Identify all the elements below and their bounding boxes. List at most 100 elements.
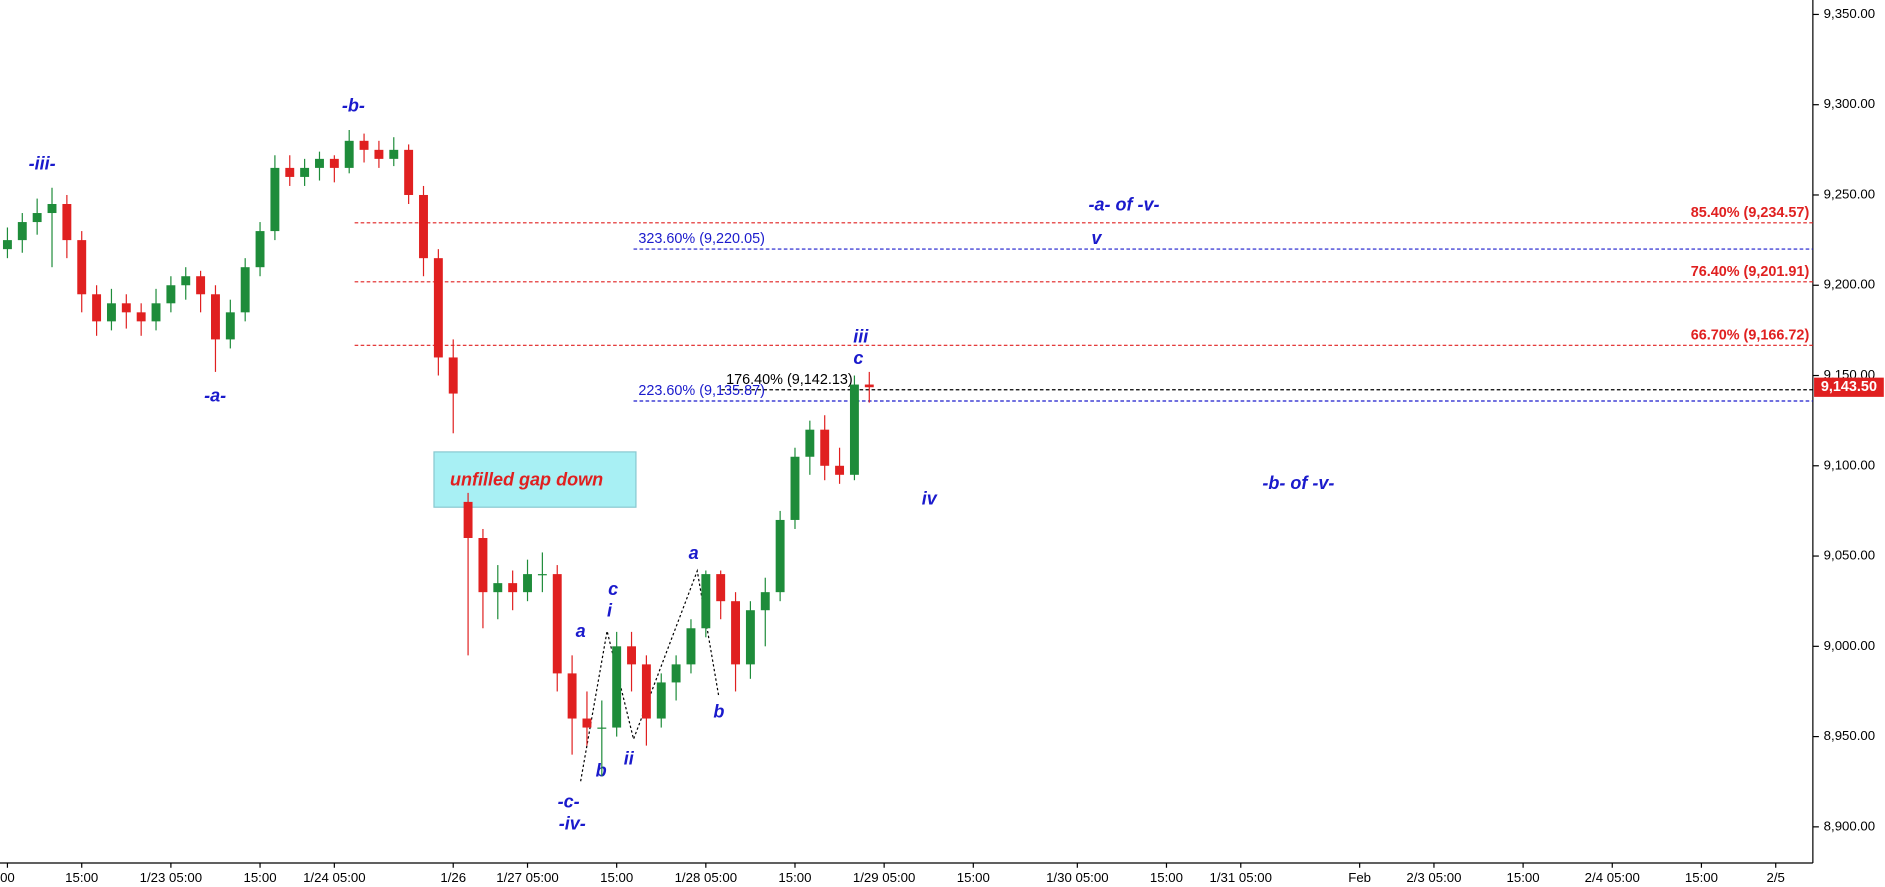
candle-body — [716, 574, 726, 602]
candle-body — [523, 574, 532, 593]
x-tick-label: 1/28 05:00 — [675, 870, 737, 885]
y-tick-label: 9,050.00 — [1824, 548, 1875, 563]
candle-body — [359, 140, 369, 150]
candle-body — [77, 240, 87, 295]
candle-body — [493, 583, 503, 593]
candle-body — [835, 465, 845, 475]
candle-body — [760, 592, 770, 611]
candle-body — [686, 628, 696, 665]
x-tick-label: 00 — [0, 870, 15, 885]
candle-body — [404, 149, 414, 195]
candle-body — [270, 167, 280, 232]
level-label: 85.40% (9,234.57) — [1691, 205, 1810, 221]
candle-body — [864, 384, 874, 388]
candle-body — [671, 664, 681, 683]
level-label: 323.60% (9,220.05) — [638, 231, 765, 247]
candle-body — [92, 294, 102, 322]
x-tick-label: 1/30 05:00 — [1046, 870, 1108, 885]
candle-body — [849, 384, 859, 475]
candle-body — [151, 303, 161, 322]
candle-body — [255, 231, 265, 268]
x-tick-label: 1/26 — [440, 870, 466, 885]
x-tick-label: 15:00 — [1507, 870, 1540, 885]
x-tick-label: 1/27 05:00 — [496, 870, 558, 885]
y-tick-label: 9,100.00 — [1824, 457, 1875, 472]
candle-body — [433, 258, 443, 358]
wave-label: iii — [853, 326, 869, 346]
candle-body — [463, 501, 473, 538]
y-tick-label: 9,000.00 — [1824, 638, 1875, 653]
x-tick-label: 1/31 05:00 — [1210, 870, 1272, 885]
wave-label: -iii- — [29, 153, 56, 173]
candle-body — [820, 429, 830, 466]
candle-body — [805, 429, 815, 457]
candle-body — [419, 194, 428, 259]
candle-body — [2, 240, 12, 250]
candle-body — [315, 158, 324, 168]
wave-label: v — [1091, 228, 1102, 248]
x-tick-label: 15:00 — [1685, 870, 1718, 885]
level-label: 66.70% (9,166.72) — [1691, 328, 1810, 344]
candle-body — [47, 204, 57, 214]
x-tick-label: Feb — [1348, 870, 1371, 885]
x-tick-label: 15:00 — [65, 870, 98, 885]
candle-body — [745, 610, 755, 665]
candle-body — [240, 267, 250, 313]
candle-body — [508, 583, 518, 593]
wave-label: -a- of -v- — [1088, 194, 1159, 214]
x-tick-label: 2/3 05:00 — [1406, 870, 1461, 885]
wave-label: -b- — [342, 96, 365, 116]
candle-body — [211, 294, 220, 340]
wave-label: c — [608, 579, 618, 599]
last-price-box — [1814, 377, 1884, 397]
candle-body — [62, 204, 72, 241]
candle-body — [537, 574, 547, 576]
level-label: 176.40% (9,142.13) — [726, 372, 853, 388]
gap-label: unfilled gap down — [450, 470, 603, 490]
candle-body — [627, 646, 636, 665]
y-tick-label: 9,200.00 — [1824, 277, 1875, 292]
wave-label: ii — [624, 748, 635, 768]
last-price-label: 9,143.50 — [1821, 379, 1877, 395]
candle-body — [656, 682, 666, 719]
wave-label: b — [596, 760, 607, 780]
wave-label: -c- — [558, 792, 580, 812]
wave-label: iv — [922, 489, 938, 509]
x-tick-label: 1/23 05:00 — [140, 870, 202, 885]
y-tick-label: 8,950.00 — [1824, 728, 1875, 743]
candle-body — [790, 456, 800, 520]
x-tick-label: 2/4 05:00 — [1585, 870, 1640, 885]
candle-body — [32, 213, 42, 223]
wave-label: a — [689, 543, 699, 563]
candle-body — [181, 276, 191, 286]
x-tick-label: 15:00 — [957, 870, 990, 885]
candle-body — [582, 718, 592, 728]
wave-label: a — [576, 621, 586, 641]
candle-body — [612, 646, 622, 728]
candle-body — [567, 673, 577, 719]
candle-body — [775, 519, 785, 593]
candle-body — [329, 158, 339, 168]
y-tick-label: 9,300.00 — [1824, 96, 1875, 111]
candle-body — [196, 276, 206, 295]
y-tick-label: 9,350.00 — [1824, 6, 1875, 21]
candle-body — [121, 303, 131, 313]
wave-label: -iv- — [559, 813, 586, 833]
candle-body — [300, 167, 310, 177]
candle-body — [448, 357, 458, 394]
candle-body — [389, 149, 399, 159]
wave-label: -a- — [204, 385, 226, 405]
x-tick-label: 2/5 — [1767, 870, 1785, 885]
candle-body — [731, 601, 741, 665]
candle-body — [552, 574, 562, 674]
candle-body — [641, 664, 651, 719]
x-tick-label: 15:00 — [243, 870, 276, 885]
x-tick-label: 1/29 05:00 — [853, 870, 915, 885]
candle-body — [17, 222, 27, 241]
wave-label: i — [607, 601, 613, 621]
candle-body — [701, 574, 711, 629]
candle-body — [344, 140, 354, 168]
x-tick-label: 1/24 05:00 — [303, 870, 365, 885]
candle-body — [285, 167, 295, 177]
